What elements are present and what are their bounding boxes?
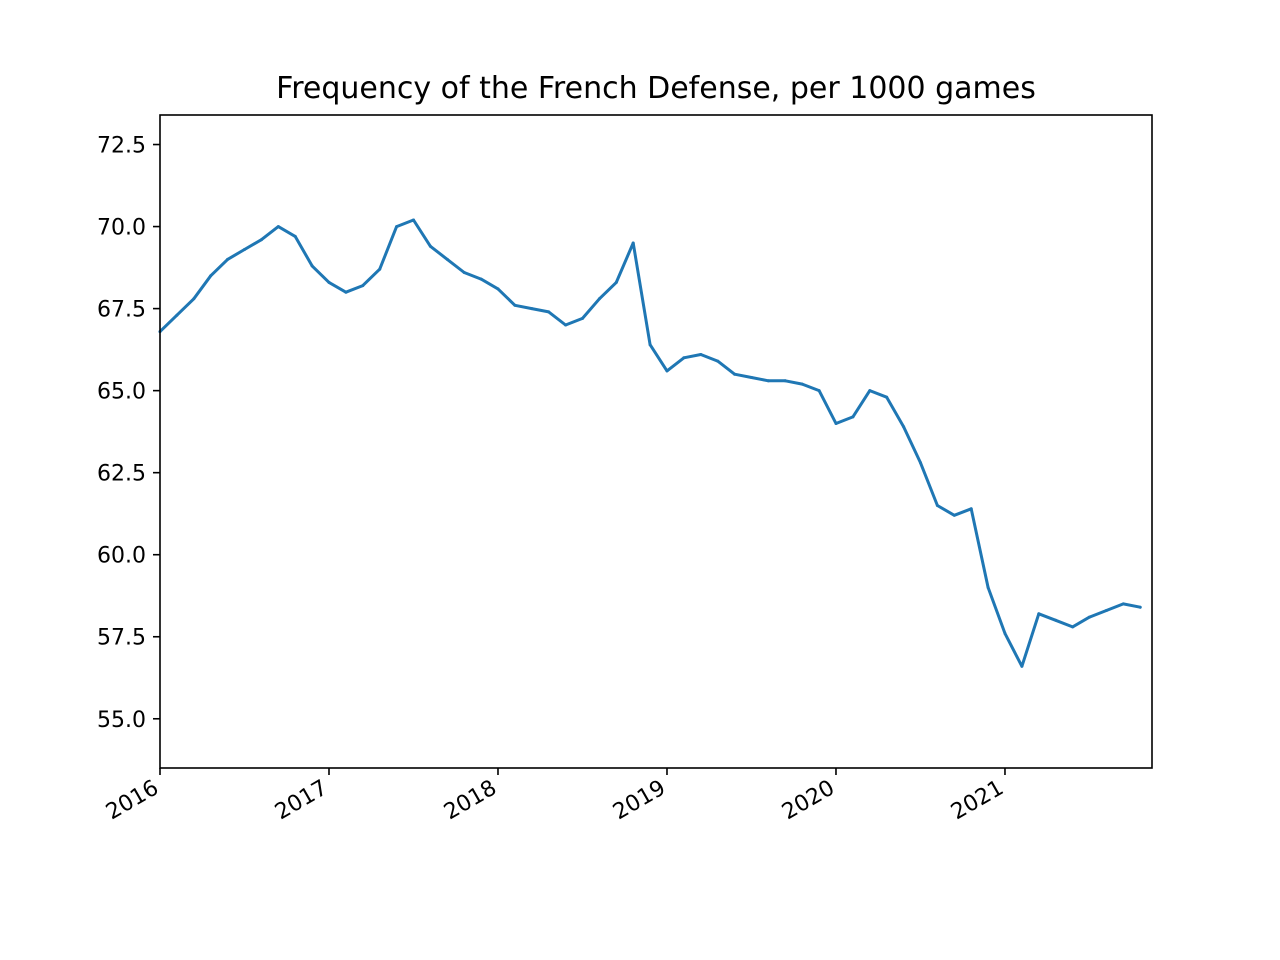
data-point	[581, 316, 584, 320]
data-point	[986, 586, 990, 589]
data-point	[1003, 632, 1007, 635]
chart-title: Frequency of the French Defense, per 100…	[276, 71, 1036, 106]
data-point	[1138, 605, 1142, 609]
data-point	[344, 290, 348, 294]
data-point	[310, 264, 314, 268]
data-point	[614, 280, 618, 284]
data-point	[648, 343, 652, 347]
data-point	[817, 389, 821, 393]
data-point	[513, 303, 517, 307]
data-point	[919, 461, 922, 465]
y-tick-label: 72.5	[97, 134, 146, 159]
y-tick-label: 65.0	[97, 380, 146, 405]
data-point	[192, 297, 196, 301]
data-point	[783, 379, 787, 383]
data-point	[597, 297, 601, 301]
data-point	[361, 284, 365, 288]
data-point	[952, 513, 956, 517]
data-point	[259, 238, 263, 242]
data-point	[935, 504, 939, 507]
data-point	[665, 369, 669, 373]
series-layer	[158, 218, 1142, 668]
data-point	[733, 372, 737, 376]
data-point	[445, 257, 449, 261]
data-point	[1037, 612, 1041, 616]
y-axis: 55.0 57.5 60.0 62.5 65.0 67.5 70.0 72.5	[97, 134, 160, 733]
data-point	[327, 280, 331, 284]
data-point	[885, 395, 889, 399]
data-point	[1088, 615, 1091, 619]
data-point	[851, 415, 855, 419]
data-point	[631, 241, 635, 245]
data-point	[276, 225, 280, 229]
data-point	[834, 422, 838, 425]
data-point	[462, 271, 466, 274]
y-tick-label: 67.5	[97, 298, 146, 323]
data-point	[1071, 625, 1075, 629]
data-point	[175, 313, 179, 317]
data-point	[564, 323, 568, 327]
data-point	[226, 257, 230, 261]
plot-area	[158, 114, 1153, 769]
data-point	[547, 310, 551, 314]
data-point	[395, 225, 399, 229]
data-point	[766, 379, 770, 383]
y-tick-label: 70.0	[97, 216, 146, 241]
data-point	[868, 389, 872, 393]
data-point	[479, 277, 483, 281]
data-point	[1054, 618, 1058, 622]
data-point	[682, 356, 686, 360]
data-point	[496, 287, 500, 291]
data-point	[378, 267, 382, 271]
data-point	[243, 248, 246, 251]
data-point	[428, 244, 432, 248]
y-tick-label: 60.0	[97, 544, 146, 569]
y-tick-label: 55.0	[97, 708, 146, 733]
data-point	[412, 218, 415, 222]
data-point	[1104, 609, 1108, 612]
y-tick-label: 62.5	[97, 462, 146, 487]
data-point	[530, 307, 534, 311]
data-point	[800, 382, 804, 386]
data-point	[293, 234, 297, 238]
data-point	[750, 376, 753, 379]
data-point	[209, 274, 213, 278]
data-point	[699, 353, 703, 356]
plot-frame	[159, 114, 1153, 769]
data-point	[716, 359, 720, 363]
y-tick-label: 57.5	[97, 626, 146, 651]
data-point	[969, 507, 973, 511]
data-point	[902, 425, 906, 429]
data-point	[1121, 602, 1125, 606]
data-point	[1020, 664, 1024, 668]
